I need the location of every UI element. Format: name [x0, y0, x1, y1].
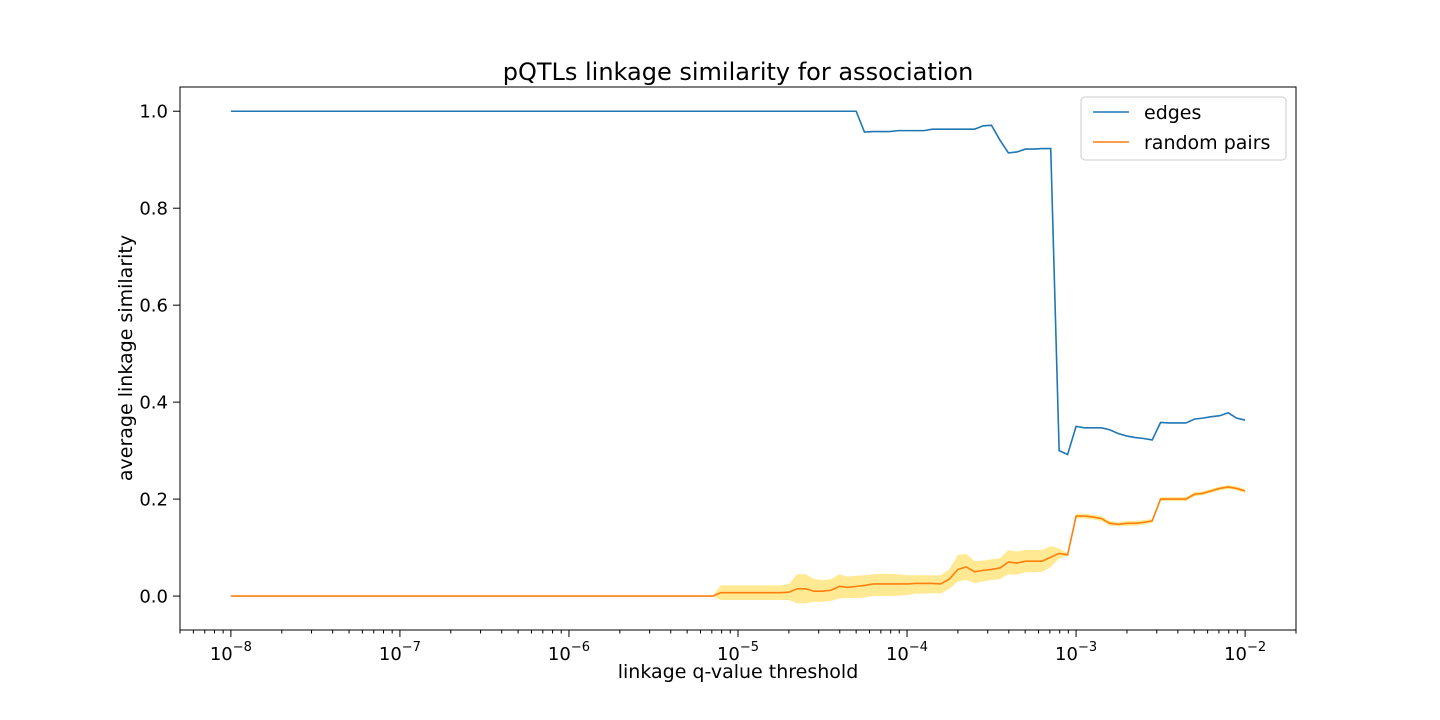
series-line-1	[230, 486, 1246, 597]
legend-label: edges	[1144, 102, 1201, 124]
x-tick-label: 10−8	[210, 640, 252, 665]
y-tick-label: 0.2	[139, 490, 168, 511]
x-tick-label: 10−7	[379, 640, 421, 665]
series-line-0	[230, 110, 1246, 456]
y-axis-label: average linkage similarity	[115, 235, 137, 481]
legend-label: random pairs	[1144, 132, 1270, 154]
y-tick-label: 0.6	[139, 296, 168, 317]
legend-box	[1080, 96, 1287, 161]
x-tick-label: 10−2	[1224, 640, 1266, 665]
chart-title: pQTLs linkage similarity for association	[503, 58, 974, 86]
plot-area	[230, 110, 1246, 604]
x-axis: 10−8 10−7 10−6 10−5 10−4 10−3 10−2	[179, 630, 1297, 665]
x-axis-label: linkage q-value threshold	[618, 661, 859, 683]
y-tick-label: 0.8	[139, 199, 168, 220]
plot-frame	[179, 86, 1297, 631]
y-tick-label: 1.0	[139, 102, 168, 123]
x-tick-label: 10−5	[717, 640, 759, 665]
series-band-1	[230, 485, 1246, 604]
y-tick-label: 0.0	[139, 587, 168, 608]
legend: edges random pairs	[1080, 96, 1287, 161]
y-axis: 0.0 0.2 0.4 0.6 0.8 1.0	[139, 102, 180, 608]
x-tick-label: 10−4	[886, 640, 928, 665]
x-tick-label: 10−3	[1055, 640, 1097, 665]
x-tick-label: 10−6	[548, 640, 590, 665]
y-tick-label: 0.4	[139, 393, 168, 414]
